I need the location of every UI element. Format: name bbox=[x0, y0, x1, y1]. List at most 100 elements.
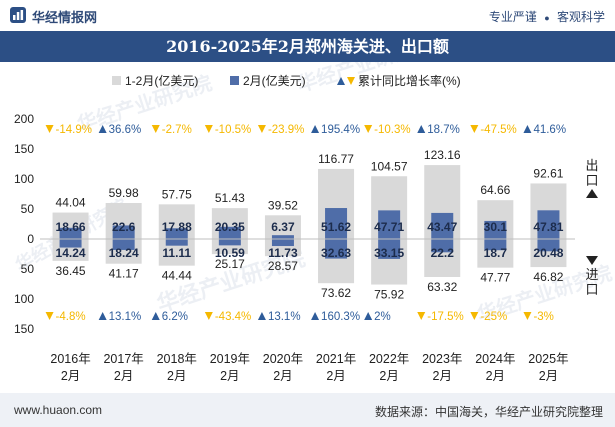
x-tick-label-year: 2020年 bbox=[263, 352, 303, 366]
down-triangle-icon bbox=[45, 312, 54, 320]
y-tick-label: 100 bbox=[14, 292, 34, 306]
bar-import-month bbox=[431, 239, 454, 253]
bar-export-month bbox=[218, 226, 241, 239]
x-tick-label-month: 2月 bbox=[273, 369, 292, 383]
bar-import-month bbox=[165, 239, 188, 246]
import-growth-rate-label: -3% bbox=[533, 311, 553, 323]
y-tick-label: 50 bbox=[21, 202, 35, 216]
import-growth-rate: 2% bbox=[364, 311, 391, 323]
bar-export-month bbox=[112, 225, 135, 239]
category-group bbox=[52, 212, 89, 261]
label-import-cumulative: 41.17 bbox=[109, 267, 139, 281]
y-tick-label: 100 bbox=[14, 172, 34, 186]
top-bar: 华经情报网 专业严谨 ● 客观科学 bbox=[0, 0, 615, 30]
export-growth-rate-label: -47.5% bbox=[480, 124, 516, 136]
x-tick-label-year: 2025年 bbox=[528, 352, 568, 366]
x-tick-label-year: 2018年 bbox=[157, 352, 197, 366]
category-group bbox=[424, 165, 461, 277]
category-group bbox=[264, 215, 301, 257]
import-growth-rate: 6.2% bbox=[151, 311, 188, 323]
down-triangle-icon bbox=[470, 312, 479, 320]
import-growth-rate: -4.8% bbox=[45, 311, 86, 323]
label-export-cumulative: 116.77 bbox=[318, 152, 354, 166]
label-export-month: 17.88 bbox=[162, 220, 192, 234]
bar-import-month bbox=[112, 239, 135, 250]
up-triangle-icon bbox=[98, 125, 107, 133]
category-group bbox=[211, 208, 248, 255]
up-triangle-icon bbox=[311, 125, 320, 133]
label-export-month: 6.37 bbox=[271, 220, 295, 234]
down-triangle-icon bbox=[470, 125, 479, 133]
label-import-cumulative: 25.17 bbox=[215, 257, 245, 271]
export-growth-rate: 41.6% bbox=[523, 124, 566, 136]
export-growth-rate: -23.9% bbox=[257, 124, 304, 136]
label-export-cumulative: 39.52 bbox=[268, 198, 298, 212]
export-growth-rate-label: -10.5% bbox=[215, 124, 251, 136]
export-arrow-up-icon bbox=[586, 189, 598, 198]
label-import-month: 22.2 bbox=[431, 246, 455, 260]
x-tick-label-month: 2月 bbox=[326, 369, 345, 383]
export-growth-rate-label: 36.6% bbox=[109, 124, 142, 136]
bar-import-month bbox=[484, 239, 507, 251]
slogan: 专业严谨 ● 客观科学 bbox=[489, 8, 605, 25]
bar-export-month bbox=[271, 235, 294, 239]
label-import-month: 20.48 bbox=[533, 246, 563, 260]
export-growth-rate-label: 41.6% bbox=[533, 124, 566, 136]
down-triangle-icon bbox=[523, 312, 532, 320]
bar-export-month bbox=[431, 212, 454, 239]
legend-label-rate: 累计同比增长率(%) bbox=[358, 73, 461, 88]
export-growth-rate: 18.7% bbox=[417, 124, 460, 136]
label-import-cumulative: 47.77 bbox=[480, 271, 510, 285]
export-growth-rate-label: 195.4% bbox=[321, 124, 360, 136]
label-import-cumulative: 28.57 bbox=[268, 259, 298, 273]
down-triangle-icon bbox=[417, 312, 426, 320]
import-growth-rate: -3% bbox=[523, 311, 554, 323]
x-tick-label-month: 2月 bbox=[486, 369, 505, 383]
label-export-month: 51.62 bbox=[321, 220, 351, 234]
legend-label-cumulative: 1-2月(亿美元) bbox=[125, 73, 198, 88]
category-group bbox=[158, 204, 195, 266]
import-growth-rate: 13.1% bbox=[257, 311, 301, 323]
legend-swatch-cumulative bbox=[112, 76, 121, 85]
brand-name: 华经情报网 bbox=[32, 10, 98, 25]
label-export-month: 22.6 bbox=[112, 220, 136, 234]
up-triangle-icon bbox=[151, 312, 160, 320]
bar-import-month bbox=[325, 239, 348, 259]
right-label-import-char2: 口 bbox=[585, 282, 598, 297]
bar-export-month bbox=[378, 210, 401, 239]
footer-url[interactable]: www.huaon.com bbox=[14, 403, 103, 417]
import-arrow-down-icon bbox=[586, 256, 598, 265]
bar-export-month bbox=[325, 208, 348, 239]
import-growth-rate: -25% bbox=[470, 311, 507, 323]
slogan-separator: ● bbox=[544, 13, 550, 23]
export-growth-rate-label: -14.9% bbox=[56, 124, 92, 136]
x-tick-label-year: 2016年 bbox=[50, 352, 90, 366]
down-triangle-icon bbox=[257, 125, 266, 133]
x-tick-label-year: 2021年 bbox=[316, 352, 356, 366]
chart: 华经产业研究院华经产业研究院华经产业研究院华经产业研究院华经产业研究院1-2月(… bbox=[12, 62, 615, 383]
import-growth-rate: 13.1% bbox=[98, 311, 141, 323]
legend: 1-2月(亿美元) 2月(亿美元) 累计同比增长率(%) bbox=[112, 73, 461, 88]
import-growth-rate: -43.4% bbox=[204, 311, 251, 323]
x-tick-label-month: 2月 bbox=[433, 369, 452, 383]
right-label-export-char2: 口 bbox=[585, 173, 598, 188]
category-group bbox=[477, 200, 514, 268]
label-export-month: 47.81 bbox=[533, 220, 563, 234]
legend-swatch-month bbox=[230, 76, 239, 85]
label-import-month: 11.11 bbox=[162, 246, 191, 260]
category-group bbox=[105, 203, 142, 264]
category-group bbox=[371, 176, 408, 285]
x-tick-label-month: 2月 bbox=[114, 369, 133, 383]
label-export-month: 18.66 bbox=[56, 220, 86, 234]
label-import-cumulative: 63.32 bbox=[427, 280, 457, 294]
export-growth-rate: -2.7% bbox=[151, 124, 192, 136]
export-growth-rate-label: -23.9% bbox=[268, 124, 304, 136]
export-growth-rate-label: -10.3% bbox=[374, 124, 410, 136]
x-tick-label-month: 2月 bbox=[379, 369, 398, 383]
x-tick-label-year: 2017年 bbox=[103, 352, 143, 366]
import-growth-rate-label: 6.2% bbox=[162, 311, 188, 323]
export-growth-rate-label: -2.7% bbox=[162, 124, 192, 136]
x-tick-label-year: 2023年 bbox=[422, 352, 462, 366]
label-import-month: 18.24 bbox=[109, 246, 139, 260]
legend-up-triangle-icon bbox=[337, 77, 345, 85]
